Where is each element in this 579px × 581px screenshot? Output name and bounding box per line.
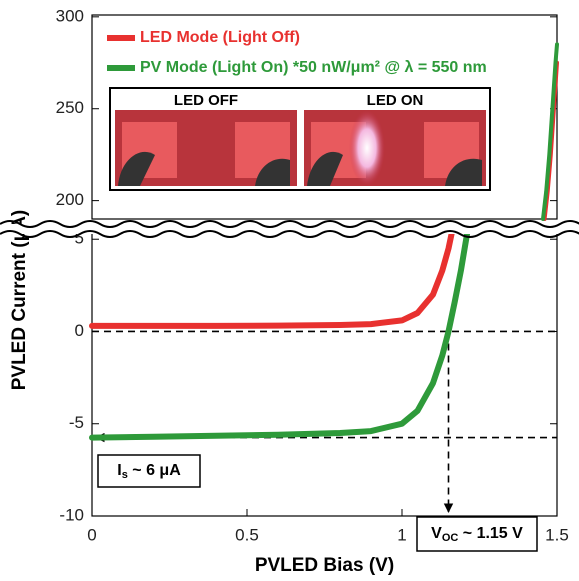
plot-frame [91, 14, 558, 220]
inset-label: LED OFF [174, 92, 238, 109]
inset-label: LED ON [367, 92, 424, 109]
x-tick-label: 1 [397, 525, 406, 544]
axis-break [0, 224, 579, 234]
y-tick-label: -5 [69, 413, 84, 432]
annotation-box [97, 454, 201, 488]
panel: 200 250 300 LED Mode (Light Off) PV Mode (Li… [56, 6, 559, 221]
data-line [89, 230, 455, 329]
annotation-part: I [117, 462, 121, 479]
y-axis-label: PVLED Current (μA) [9, 210, 30, 391]
data-line [541, 42, 559, 221]
annotation-part: ~ 6 μA [128, 462, 181, 479]
y-tick-label: 300 [56, 6, 84, 25]
x-tick-label: 1.5 [545, 525, 569, 544]
annotation: Is ~ 6 μA [117, 462, 181, 481]
y-tick-label: 250 [56, 98, 84, 117]
y-tick-label: 200 [56, 190, 84, 209]
annotation-part: OC [442, 532, 459, 544]
panel: -10 -5 0 5 0 0.5 1 1.5 Is ~ 6 μA VOC ~ 1.15 V [59, 229, 569, 552]
x-tick-label: 0 [87, 525, 96, 544]
annotation-part: V [431, 525, 442, 542]
axis-break [0, 230, 579, 238]
annotation-part: ~ 1.15 V [458, 525, 523, 542]
y-tick-label: -10 [59, 505, 84, 524]
data-line [89, 230, 471, 441]
legend-label: PV Mode (Light On) *50 nW/μm² @ λ = 550 … [140, 59, 487, 76]
legend-label: LED Mode (Light Off) [140, 29, 300, 46]
annotation-part: s [122, 469, 128, 481]
y-tick-label: 0 [75, 321, 84, 340]
annotation: VOC ~ 1.15 V [431, 525, 523, 544]
annotation-box [416, 516, 538, 552]
x-axis-label: PVLED Bias (V) [255, 555, 394, 576]
inset-photo: LED OFF LED ON [109, 87, 491, 191]
y-tick-label: 5 [75, 229, 84, 248]
x-tick-label: 0.5 [235, 525, 259, 544]
axis-break [0, 220, 579, 228]
